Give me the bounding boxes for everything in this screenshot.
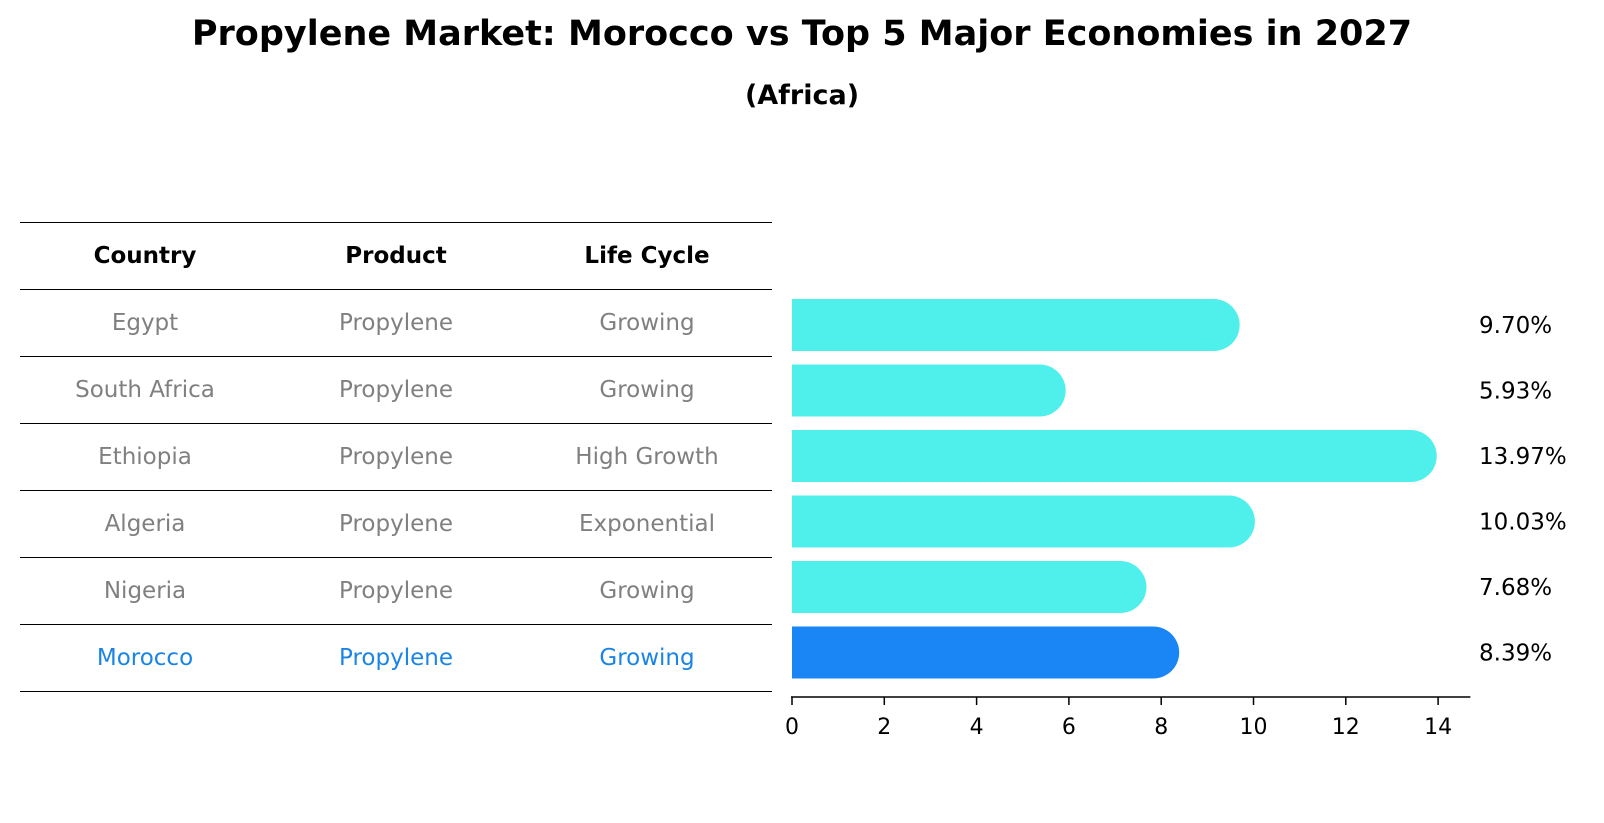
- header-life-cycle: Life Cycle: [584, 243, 710, 269]
- x-tick-label: 12: [1332, 715, 1360, 740]
- value-label: 10.03%: [1479, 510, 1567, 536]
- cell-country: Egypt: [111, 310, 179, 336]
- chart-subtitle: (Africa): [744, 80, 860, 111]
- cell-product: Propylene: [339, 511, 453, 537]
- bar-morocco: [792, 626, 1180, 679]
- x-tick-label: 6: [1062, 715, 1076, 740]
- cell-country: Nigeria: [103, 578, 187, 604]
- cell-life-cycle: Exponential: [578, 511, 715, 537]
- cell-life-cycle: Growing: [599, 310, 695, 336]
- cell-product: Propylene: [339, 578, 453, 604]
- table-row: Nigeria Propylene Growing: [20, 557, 772, 624]
- cell-country: Algeria: [104, 511, 186, 537]
- x-tick-label: 4: [970, 715, 984, 740]
- market-table: Country Product Life Cycle Egypt Propyle…: [20, 222, 772, 692]
- value-label: 9.70%: [1479, 313, 1552, 339]
- bar-egypt: [792, 299, 1240, 351]
- header-country: Country: [93, 243, 197, 269]
- table-row-highlight: Morocco Propylene Growing: [20, 624, 772, 692]
- cell-life-cycle: High Growth: [575, 444, 719, 470]
- cell-product: Propylene: [339, 444, 453, 470]
- x-tick-label: 10: [1240, 715, 1268, 740]
- bar-south-africa: [792, 364, 1066, 417]
- value-label: 5.93%: [1479, 379, 1552, 405]
- x-tick-label: 0: [785, 715, 799, 740]
- value-label: 7.68%: [1479, 575, 1552, 601]
- table-header-row: Country Product Life Cycle: [20, 222, 772, 289]
- bar-algeria: [792, 495, 1255, 548]
- cell-life-cycle: Growing: [599, 645, 695, 671]
- chart-title: Propylene Market: Morocco vs Top 5 Major…: [191, 14, 1413, 54]
- x-tick-label: 2: [877, 715, 891, 740]
- table-row: Egypt Propylene Growing: [20, 289, 772, 356]
- x-tick-label: 14: [1424, 715, 1452, 740]
- value-label: 8.39%: [1479, 641, 1552, 667]
- x-tick-label: 8: [1154, 715, 1168, 740]
- cell-country: Morocco: [96, 645, 194, 671]
- cell-country: South Africa: [75, 377, 215, 403]
- cell-product: Propylene: [339, 377, 453, 403]
- cell-product: Propylene: [339, 310, 453, 336]
- table-row: Algeria Propylene Exponential: [20, 490, 772, 557]
- cell-life-cycle: Growing: [599, 377, 695, 403]
- bar-nigeria: [792, 561, 1147, 613]
- value-label: 13.97%: [1479, 444, 1567, 470]
- cell-life-cycle: Growing: [599, 578, 695, 604]
- table-row: South Africa Propylene Growing: [20, 356, 772, 423]
- table-row: Ethiopia Propylene High Growth: [20, 423, 772, 490]
- header-product: Product: [345, 243, 447, 269]
- cell-country: Ethiopia: [98, 444, 192, 470]
- bar-ethiopia: [792, 430, 1437, 482]
- cell-product: Propylene: [339, 645, 453, 671]
